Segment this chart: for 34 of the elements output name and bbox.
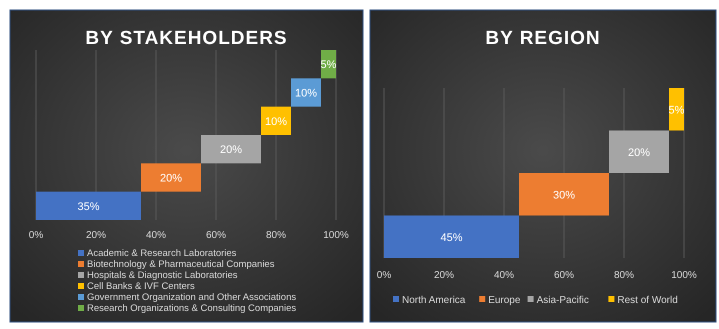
data-label: 35% bbox=[77, 200, 100, 213]
x-tick-label: 100% bbox=[671, 270, 697, 281]
data-label: 30% bbox=[552, 189, 576, 202]
x-tick-label: 20% bbox=[434, 270, 454, 281]
x-tick-label: 80% bbox=[614, 270, 634, 281]
legend-label: Biotechnology & Pharmaceutical Companies bbox=[87, 259, 275, 270]
legend-label: Academic & Research Laboratories bbox=[87, 248, 237, 259]
x-tick-label: 80% bbox=[266, 230, 286, 241]
legend-label: Rest of World bbox=[617, 295, 678, 306]
chart-title: BY STAKEHOLDERS bbox=[85, 28, 288, 49]
chart-title: BY REGION bbox=[485, 28, 601, 49]
legend-label: Europe bbox=[488, 295, 521, 306]
data-label: 20% bbox=[628, 146, 650, 159]
legend-label: Government Organization and Other Associations bbox=[87, 292, 296, 303]
legend-label: North America bbox=[402, 295, 466, 306]
x-tick-label: 0% bbox=[376, 270, 392, 281]
x-tick-label: 100% bbox=[323, 230, 349, 241]
x-tick-label: 0% bbox=[28, 230, 44, 241]
x-tick-label: 20% bbox=[86, 230, 106, 241]
data-label: 20% bbox=[160, 172, 182, 184]
x-tick-label: 60% bbox=[554, 270, 574, 281]
data-label: 10% bbox=[264, 116, 288, 128]
x-tick-label: 40% bbox=[494, 270, 514, 281]
data-label: 5% bbox=[668, 104, 685, 116]
data-label: 10% bbox=[294, 88, 318, 100]
legend-label: Research Organizations & Consulting Companies bbox=[87, 303, 296, 314]
legend-label: Asia-Pacific bbox=[536, 295, 589, 306]
data-label: 5% bbox=[320, 59, 337, 72]
x-tick-label: 40% bbox=[146, 230, 166, 241]
x-tick-label: 60% bbox=[206, 230, 226, 241]
legend-label: Cell Banks & IVF Centers bbox=[87, 281, 195, 292]
data-label: 45% bbox=[440, 232, 463, 244]
data-label: 20% bbox=[220, 144, 242, 156]
legend-label: Hospitals & Diagnostic Laboratories bbox=[87, 270, 238, 281]
